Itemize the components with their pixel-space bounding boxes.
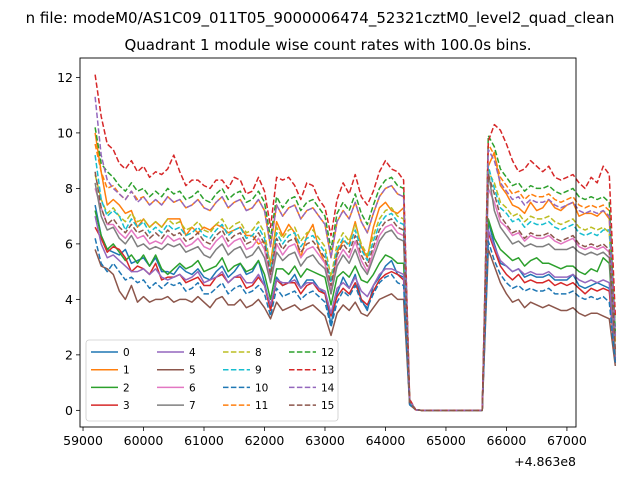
series-line-12 xyxy=(94,127,617,412)
legend-label-5: 5 xyxy=(189,365,196,377)
legend-label-15: 15 xyxy=(321,400,334,412)
x-tick-label: 66000 xyxy=(487,433,527,448)
series-line-0 xyxy=(94,204,617,412)
legend-label-11: 11 xyxy=(255,400,268,412)
series-line-1 xyxy=(94,132,617,412)
legend-label-9: 9 xyxy=(255,365,262,377)
y-tick-label: 12 xyxy=(57,70,73,85)
legend-label-8: 8 xyxy=(255,347,262,359)
x-tick-label: 61000 xyxy=(184,433,224,448)
y-tick-label: 6 xyxy=(65,236,73,251)
series-line-9 xyxy=(94,155,617,412)
x-tick-label: 59000 xyxy=(63,433,103,448)
plot-area-frame xyxy=(79,57,577,428)
series-line-7 xyxy=(94,171,617,412)
legend-label-1: 1 xyxy=(123,365,130,377)
legend-label-3: 3 xyxy=(123,400,130,412)
y-tick-label: 2 xyxy=(65,347,73,362)
series-line-5 xyxy=(94,248,617,412)
legend-label-14: 14 xyxy=(321,382,335,394)
series-line-4 xyxy=(94,215,617,412)
y-tick-label: 8 xyxy=(65,181,73,196)
legend-label-4: 4 xyxy=(189,347,196,359)
y-tick-label: 4 xyxy=(65,292,73,307)
legend-label-7: 7 xyxy=(189,400,196,412)
y-tick-label: 10 xyxy=(57,125,73,140)
x-tick-label: 64000 xyxy=(366,433,406,448)
legend-label-6: 6 xyxy=(189,382,196,394)
y-tick-label: 0 xyxy=(65,403,73,418)
legend-label-12: 12 xyxy=(321,347,334,359)
series-line-6 xyxy=(94,187,617,412)
chart-title: Quadrant 1 module wise count rates with … xyxy=(124,36,531,54)
plot-series-group xyxy=(94,74,617,412)
legend-label-13: 13 xyxy=(321,365,334,377)
series-line-13 xyxy=(94,74,617,412)
x-axis-offset-label: +4.863e8 xyxy=(514,454,576,469)
series-line-11 xyxy=(94,143,617,412)
legend-label-2: 2 xyxy=(123,382,130,394)
legend-box xyxy=(85,339,339,422)
legend-label-10: 10 xyxy=(255,382,268,394)
x-axis: 59000 60000 61000 62000 63000 64000 65000 66000… xyxy=(63,427,587,448)
x-tick-label: 60000 xyxy=(124,433,164,448)
x-tick-label: 62000 xyxy=(245,433,285,448)
legend-label-0: 0 xyxy=(123,347,130,359)
chart-suptitle: n file: modeM0/AS1C09_011T05_9000006474_… xyxy=(26,9,615,28)
series-line-2 xyxy=(94,210,617,412)
x-tick-label: 67000 xyxy=(547,433,587,448)
series-line-14 xyxy=(94,96,617,412)
series-line-15 xyxy=(94,171,617,412)
x-tick-label: 63000 xyxy=(305,433,345,448)
series-line-8 xyxy=(94,171,617,412)
series-line-10 xyxy=(94,238,617,412)
x-tick-label: 65000 xyxy=(426,433,466,448)
y-axis: 0 2 4 6 8 10 12 xyxy=(57,70,80,418)
